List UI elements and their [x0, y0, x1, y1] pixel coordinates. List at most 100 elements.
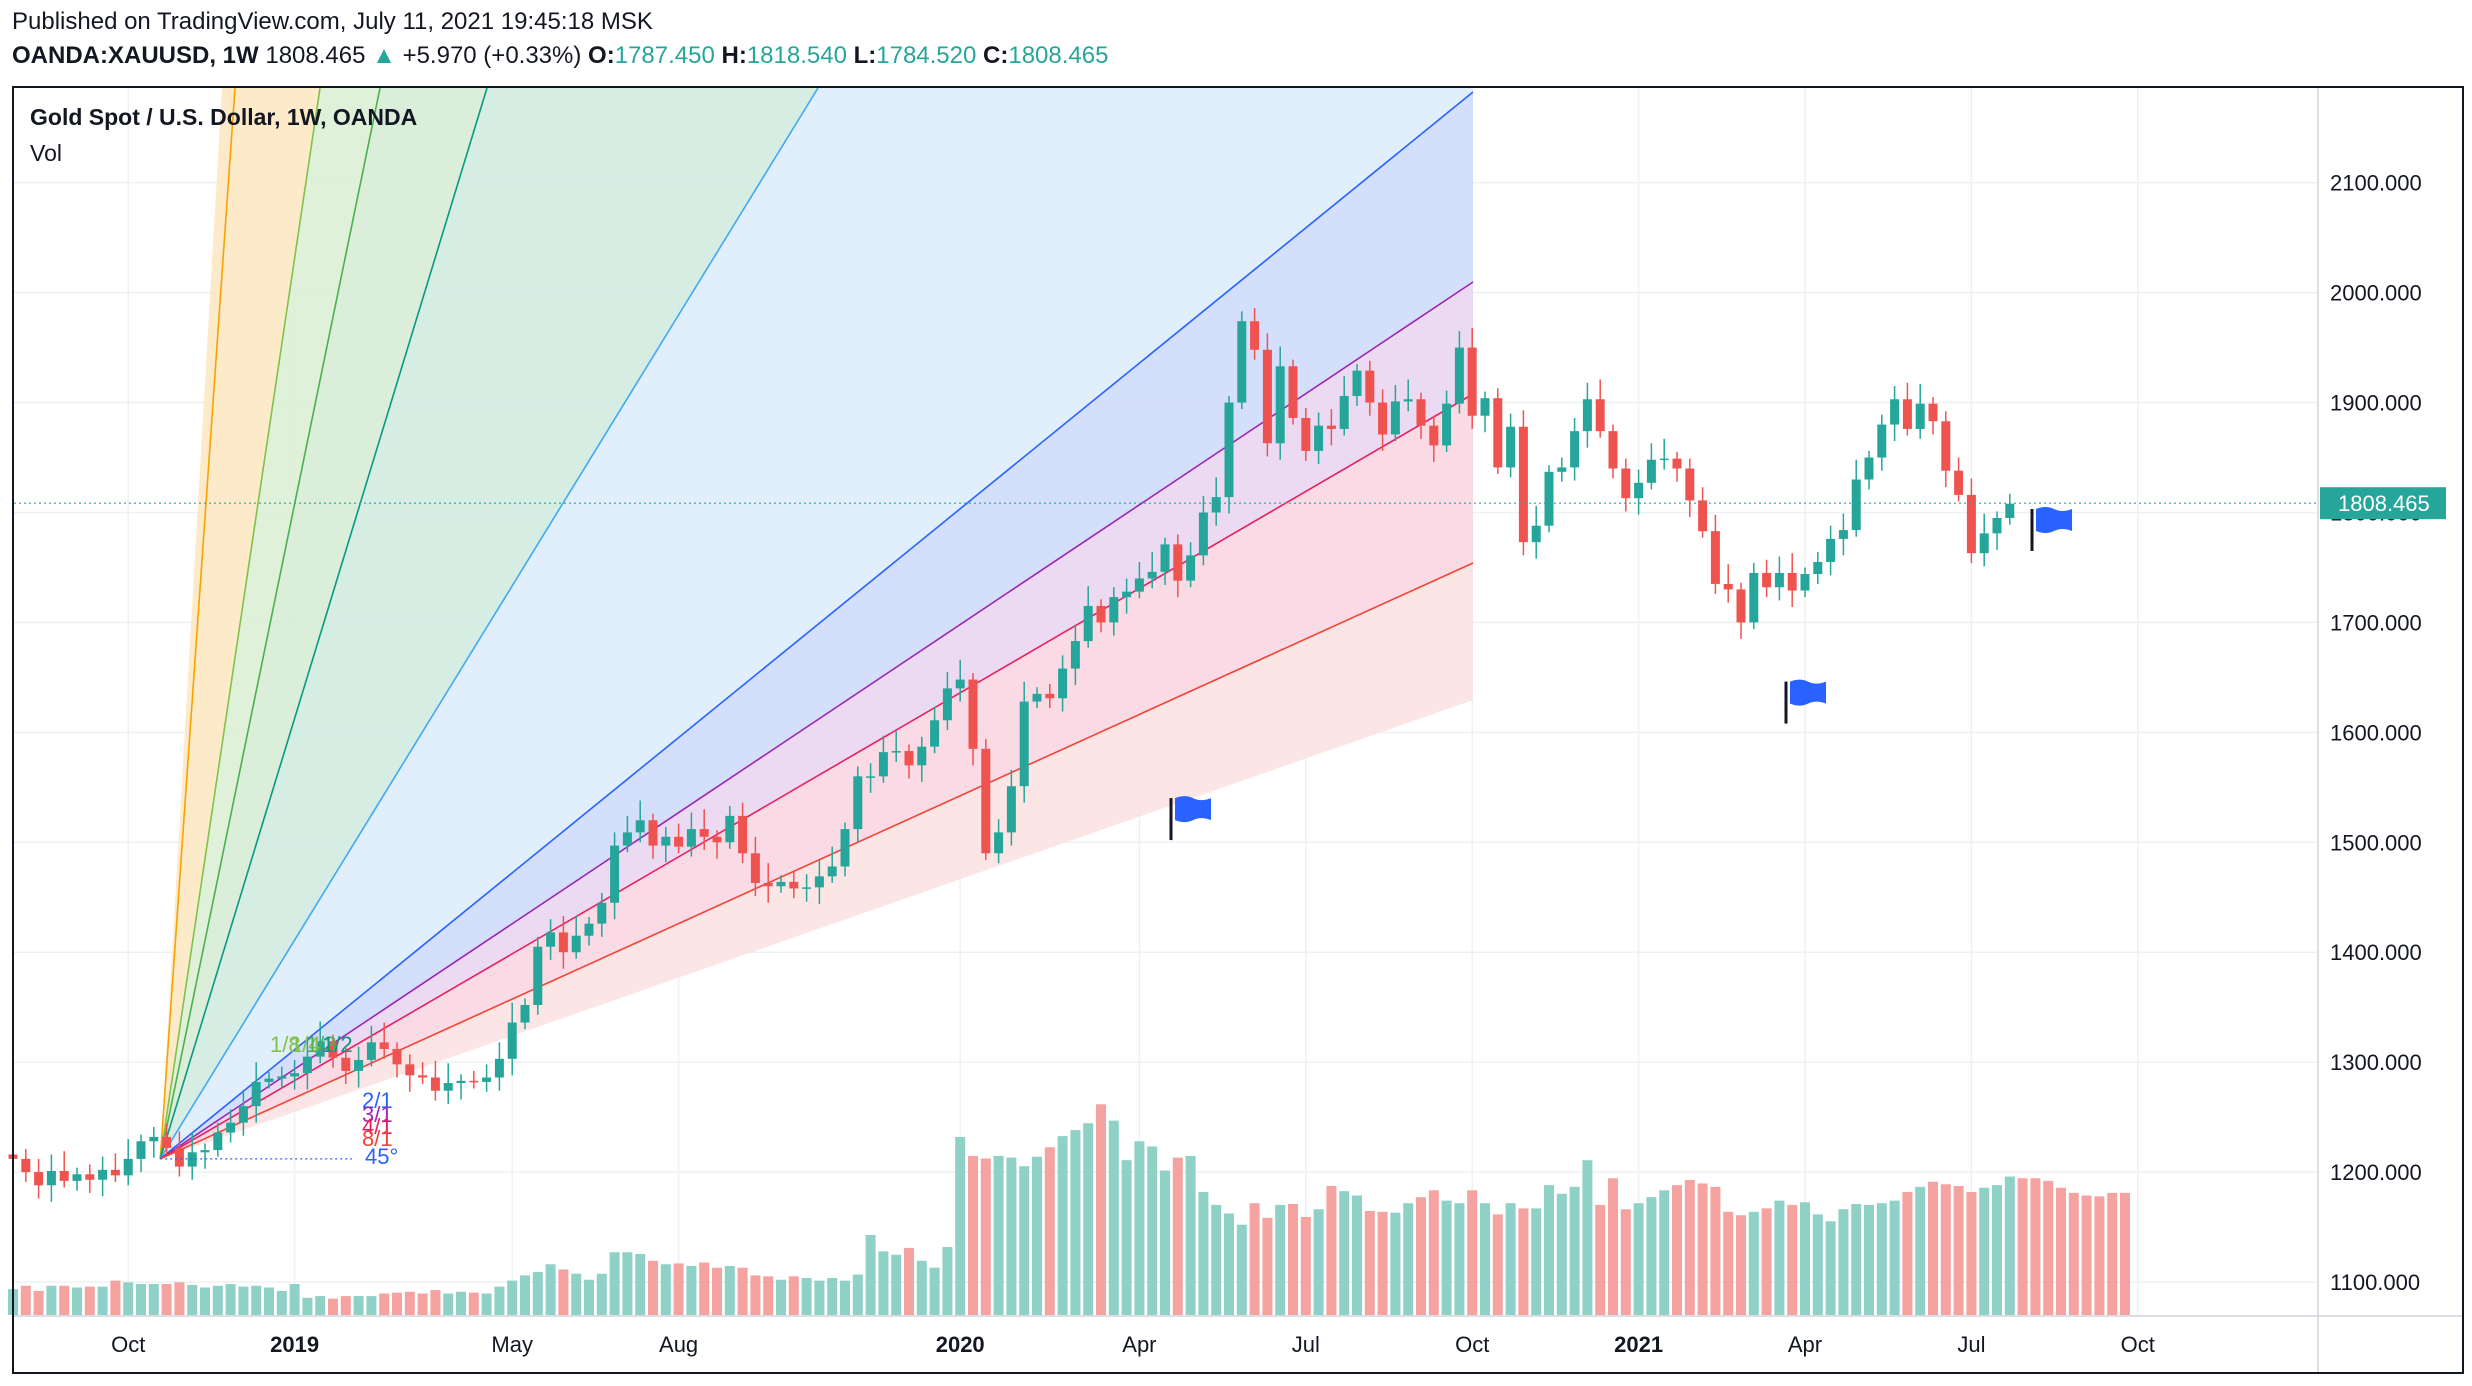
candle[interactable]	[674, 836, 684, 847]
candle[interactable]	[1186, 555, 1196, 581]
candle[interactable]	[200, 1150, 210, 1153]
candle[interactable]	[59, 1170, 69, 1181]
candle[interactable]	[686, 829, 696, 847]
candle[interactable]	[661, 836, 671, 846]
candle[interactable]	[814, 876, 824, 888]
flag-icon[interactable]	[2036, 506, 2072, 533]
candle[interactable]	[302, 1056, 312, 1074]
candle[interactable]	[1467, 347, 1477, 416]
candle[interactable]	[123, 1158, 133, 1176]
candle[interactable]	[891, 751, 901, 753]
candle[interactable]	[1928, 403, 1938, 422]
candle[interactable]	[750, 853, 760, 883]
flag-icon[interactable]	[1175, 796, 1211, 823]
gann-fan-line[interactable]	[159, 87, 819, 1160]
candle[interactable]	[610, 845, 620, 903]
symbol-name[interactable]: OANDA:XAUUSD, 1W	[12, 42, 259, 69]
candle[interactable]	[1109, 597, 1119, 623]
candle[interactable]	[840, 829, 850, 867]
candle[interactable]	[1198, 512, 1208, 556]
candle[interactable]	[558, 932, 568, 953]
candle[interactable]	[392, 1048, 402, 1065]
candle[interactable]	[878, 752, 888, 777]
gann-fan-line[interactable]	[159, 87, 236, 1159]
candle[interactable]	[443, 1083, 453, 1091]
gann-fan-line[interactable]	[159, 91, 1474, 1160]
candle[interactable]	[776, 881, 786, 887]
candle[interactable]	[1173, 544, 1183, 581]
candle[interactable]	[98, 1169, 108, 1180]
candle[interactable]	[1531, 525, 1541, 543]
candle[interactable]	[174, 1147, 184, 1167]
candle[interactable]	[763, 882, 773, 887]
candle[interactable]	[1070, 641, 1080, 669]
candle[interactable]	[1403, 399, 1413, 402]
candle[interactable]	[277, 1076, 287, 1079]
candle[interactable]	[866, 776, 876, 778]
candle[interactable]	[1480, 398, 1490, 416]
candle[interactable]	[1096, 605, 1106, 623]
candle[interactable]	[149, 1136, 159, 1142]
candle[interactable]	[802, 887, 812, 889]
candle[interactable]	[904, 751, 914, 766]
candle[interactable]	[725, 815, 735, 843]
candle[interactable]	[85, 1174, 95, 1180]
candle[interactable]	[635, 820, 645, 833]
candle[interactable]	[1659, 458, 1669, 461]
candle[interactable]	[264, 1078, 274, 1082]
candle[interactable]	[1877, 424, 1887, 458]
candle[interactable]	[1506, 426, 1516, 468]
legend-title[interactable]: Gold Spot / U.S. Dollar, 1W, OANDA	[30, 104, 418, 130]
candle[interactable]	[1442, 403, 1452, 446]
candle[interactable]	[1493, 398, 1503, 468]
gann-fan-line[interactable]	[159, 87, 321, 1159]
candle[interactable]	[1685, 468, 1695, 501]
candle[interactable]	[942, 688, 952, 721]
candle[interactable]	[21, 1158, 31, 1173]
candle[interactable]	[1621, 468, 1631, 499]
candle[interactable]	[917, 746, 927, 766]
candle[interactable]	[1582, 399, 1592, 432]
candle[interactable]	[571, 935, 581, 953]
candle[interactable]	[1019, 701, 1029, 787]
candle[interactable]	[1646, 459, 1656, 483]
gann-fan-line[interactable]	[159, 87, 381, 1160]
candle[interactable]	[238, 1106, 248, 1123]
legend-volume[interactable]: Vol	[30, 140, 62, 166]
candle[interactable]	[1429, 425, 1439, 446]
candle[interactable]	[712, 836, 722, 843]
candle[interactable]	[1058, 668, 1068, 699]
candle[interactable]	[1211, 497, 1221, 513]
candle[interactable]	[1966, 494, 1976, 554]
candle[interactable]	[853, 776, 863, 830]
candle[interactable]	[994, 832, 1004, 854]
candle[interactable]	[1032, 693, 1042, 702]
candle[interactable]	[1083, 605, 1093, 642]
flag-icon[interactable]	[1790, 679, 1826, 706]
candle[interactable]	[738, 815, 748, 854]
candle[interactable]	[1326, 425, 1336, 429]
candle[interactable]	[341, 1057, 351, 1071]
candle[interactable]	[1262, 349, 1272, 444]
candle[interactable]	[648, 820, 658, 846]
candle[interactable]	[1416, 399, 1426, 426]
candle[interactable]	[520, 1004, 530, 1023]
candle[interactable]	[162, 1136, 172, 1148]
candle[interactable]	[34, 1172, 44, 1186]
candle[interactable]	[405, 1064, 415, 1076]
candle[interactable]	[1762, 572, 1772, 588]
candle[interactable]	[110, 1169, 120, 1176]
gann-fan-line[interactable]	[159, 393, 1474, 1160]
candle[interactable]	[494, 1058, 504, 1078]
candle[interactable]	[955, 679, 965, 689]
candle[interactable]	[226, 1122, 236, 1133]
candle[interactable]	[1813, 561, 1823, 575]
candle[interactable]	[430, 1077, 440, 1091]
candle[interactable]	[354, 1059, 364, 1071]
candle[interactable]	[469, 1080, 479, 1083]
candle[interactable]	[1736, 589, 1746, 623]
candle[interactable]	[482, 1077, 492, 1082]
candle[interactable]	[1992, 517, 2002, 534]
candle[interactable]	[1902, 399, 1912, 429]
